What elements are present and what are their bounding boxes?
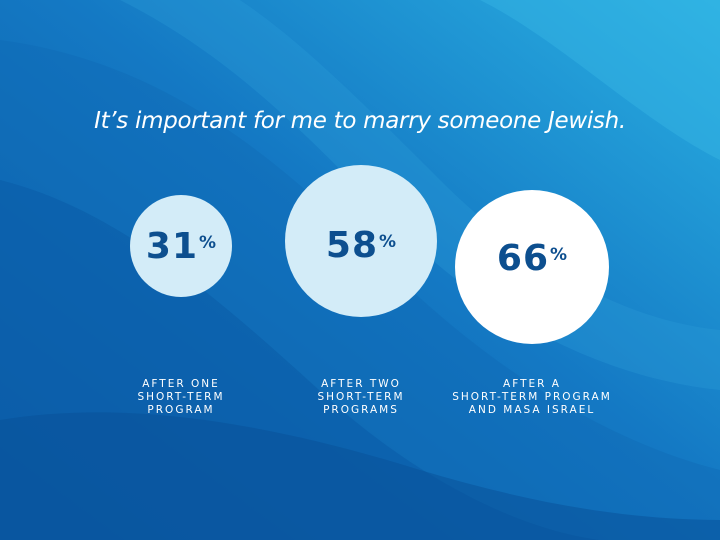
value-label-31: 31% xyxy=(145,225,217,267)
bubble-after-two-programs: 58% xyxy=(285,165,437,317)
bubble-after-one-program: 31% xyxy=(130,195,232,297)
category-label-program-and-masa: AFTER A SHORT-TERM PROGRAM AND MASA ISRA… xyxy=(452,378,612,416)
value-label-66: 66% xyxy=(496,237,568,279)
chart-title: It’s important for me to marry someone J… xyxy=(94,108,626,134)
bubble-after-program-and-masa: 66% xyxy=(455,190,609,344)
category-label-one-program: AFTER ONE SHORT-TERM PROGRAM xyxy=(137,378,225,416)
value-label-58: 58% xyxy=(325,224,397,266)
category-label-two-programs: AFTER TWO SHORT-TERM PROGRAMS xyxy=(317,378,405,416)
